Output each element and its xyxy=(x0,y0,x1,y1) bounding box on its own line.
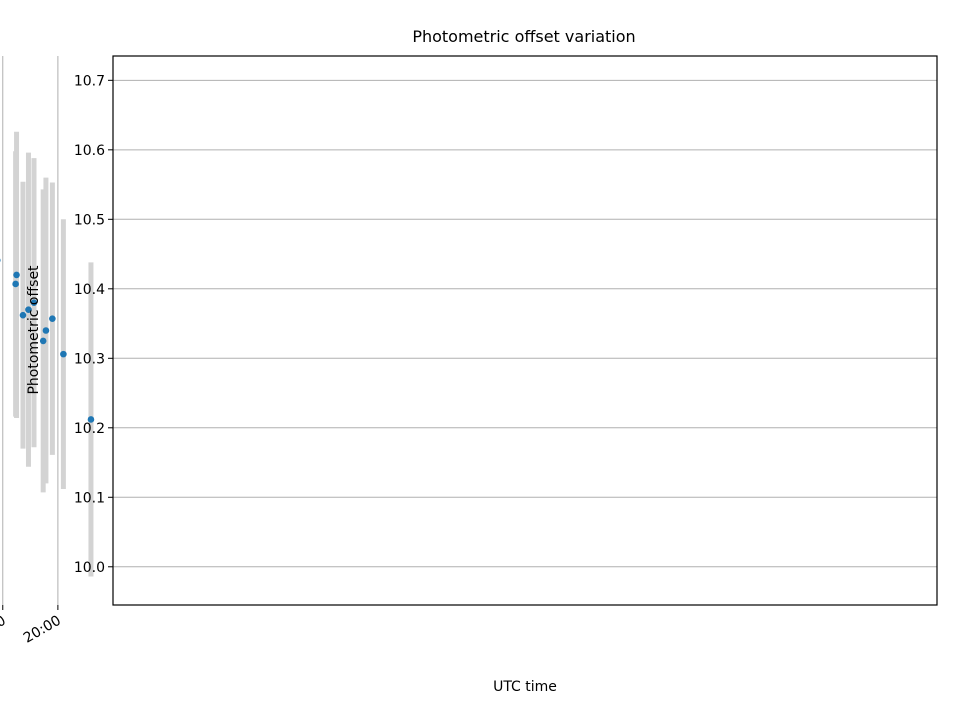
y-tick-label: 10.0 xyxy=(74,560,105,576)
y-tick-label: 10.5 xyxy=(74,212,105,228)
y-axis-label: Photometric offset xyxy=(26,265,42,395)
data-point xyxy=(42,327,50,334)
y-tick-label: 10.2 xyxy=(74,421,105,437)
y-tick-label: 10.4 xyxy=(74,282,105,298)
data-point xyxy=(49,315,56,322)
y-tick-layer: 10.0 10.1 10.2 10.3 10.4 10.5 10.6 10.7 xyxy=(74,73,113,576)
y-tick-label: 10.1 xyxy=(74,490,105,506)
data-point xyxy=(0,258,1,263)
data-point xyxy=(19,311,27,319)
grid-layer xyxy=(2,56,937,605)
x-tick-layer: 20:0021:0022:0023:0000:0001:0002:0003:00… xyxy=(0,605,64,647)
y-tick-label: 10.3 xyxy=(74,351,105,367)
data-point xyxy=(25,306,32,313)
point-layer xyxy=(0,258,95,423)
plot-frame xyxy=(112,55,938,606)
data-point xyxy=(12,280,19,288)
data-point xyxy=(87,416,95,423)
chart-title: Photometric offset variation xyxy=(412,27,635,46)
data-point xyxy=(39,337,47,345)
x-tick-label: 21:00 xyxy=(0,613,9,647)
data-point xyxy=(60,350,67,358)
data-point xyxy=(13,271,20,279)
data-point xyxy=(30,299,38,307)
x-tick-label: 20:00 xyxy=(21,613,64,647)
x-axis-label: UTC time xyxy=(493,679,557,695)
y-tick-label: 10.6 xyxy=(74,143,105,159)
y-tick-label: 10.7 xyxy=(74,73,105,89)
